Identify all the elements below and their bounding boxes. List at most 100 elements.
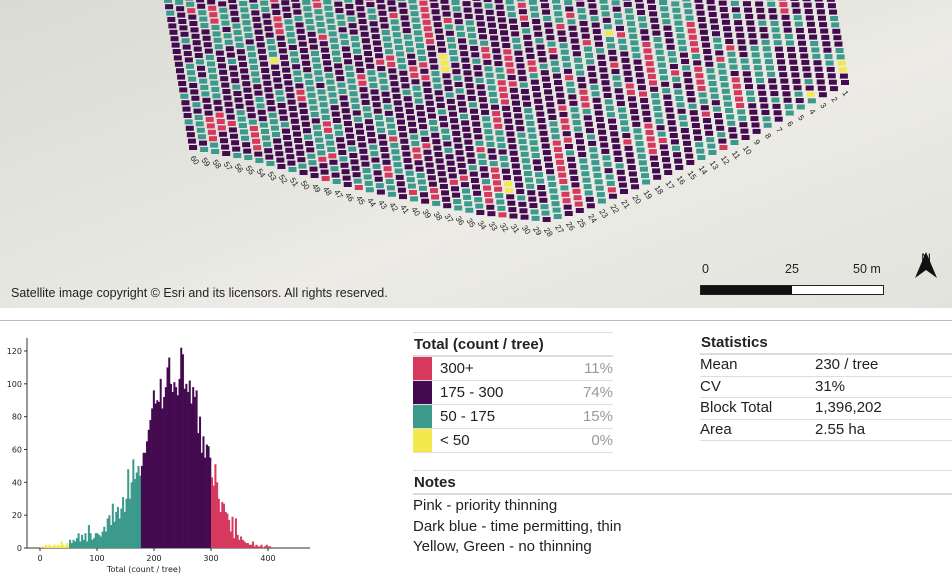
histogram-bar [72, 539, 75, 548]
tree-cell [451, 124, 460, 130]
tree-cell [537, 51, 546, 56]
tree-cell [331, 50, 340, 56]
tree-cell [687, 28, 696, 34]
tree-cell [434, 90, 443, 96]
tree-cell [564, 0, 573, 6]
tree-cell [622, 0, 631, 1]
tree-cell [681, 134, 690, 140]
tree-cell [443, 79, 452, 85]
tree-cell [205, 55, 214, 60]
tree-cell [499, 155, 508, 161]
tree-cell [582, 40, 591, 46]
tree-cell [585, 196, 594, 202]
tree-cell [733, 13, 742, 19]
tree-cell [684, 9, 693, 15]
tree-cell [314, 70, 323, 76]
tree-cell [708, 81, 717, 86]
tree-cell [175, 0, 184, 5]
row-label: 20 [630, 193, 643, 206]
tree-cell [420, 68, 429, 74]
tree-cell [708, 150, 717, 155]
notes-panel: Notes Pink - priority thinning Dark blue… [413, 470, 952, 557]
tree-cell [521, 158, 530, 164]
tree-cell [556, 92, 565, 98]
tree-cell [758, 20, 767, 26]
tree-cell [248, 58, 257, 64]
tree-cell [841, 80, 849, 85]
tree-cell [237, 116, 246, 122]
tree-cell [231, 140, 240, 146]
satellite-map[interactable]: 1 2 3 4 5 6 7 8 9 10 11 12 13 14 15 16 17 18 19 20 21 22 23 24 2… [0, 0, 952, 308]
tree-cell [252, 138, 261, 144]
tree-cell [704, 124, 713, 130]
tree-cell [327, 147, 336, 152]
tree-cell [355, 61, 364, 67]
tree-cell [545, 95, 554, 101]
tree-cell [366, 2, 375, 8]
tree-cell [620, 51, 629, 57]
tree-cell [684, 78, 693, 84]
tree-cell [741, 64, 750, 70]
tree-cell [533, 165, 542, 171]
tree-cell [494, 123, 503, 129]
tree-cell [368, 14, 377, 20]
row-label: 23 [597, 207, 610, 220]
row-label: 22 [608, 203, 621, 216]
tree-cell [312, 0, 321, 2]
tree-cell [218, 131, 227, 137]
tree-cell [230, 71, 239, 77]
tree-cell [770, 20, 779, 26]
tree-cell [383, 104, 392, 110]
tree-cell [581, 33, 590, 39]
tree-cell [295, 83, 304, 89]
tree-cell [274, 22, 283, 28]
tree-cell [569, 100, 578, 106]
tree-cell [486, 16, 495, 22]
tree-cell [190, 89, 199, 95]
tree-cell [355, 0, 364, 5]
tree-cell [220, 138, 229, 144]
tree-cell [336, 76, 345, 82]
histogram-bar [58, 546, 61, 548]
tree-cell [748, 33, 757, 39]
tree-cell [613, 81, 622, 87]
tree-cell [599, 136, 608, 142]
tree-cell [276, 157, 285, 163]
tree-cell [566, 150, 575, 156]
tree-cell [238, 123, 247, 128]
tree-cell [706, 68, 715, 74]
tree-cell [785, 40, 794, 46]
tree-cell [698, 23, 707, 29]
tree-cell [805, 15, 814, 21]
histogram-bar [216, 482, 219, 548]
tree-cell [576, 70, 585, 76]
tree-cell [727, 51, 736, 57]
tree-cell [190, 27, 199, 33]
tree-cell [495, 193, 504, 199]
tree-row [671, 1, 706, 160]
tree-cell [589, 9, 598, 15]
tree-cell [585, 52, 594, 58]
tree-cell [208, 67, 217, 73]
tree-cell [703, 49, 712, 54]
notes-title: Notes [413, 470, 952, 495]
histogram-bar [94, 533, 97, 548]
row-label: 54 [255, 167, 268, 180]
tree-cell [540, 137, 549, 143]
tree-row [682, 0, 717, 155]
tree-cell [372, 102, 381, 108]
tree-cell [208, 136, 217, 142]
tree-cell [725, 108, 734, 113]
histogram-bar [231, 516, 234, 548]
tree-cell [448, 43, 457, 49]
tree-cell [495, 67, 504, 73]
tree-cell [604, 99, 613, 105]
tree-cell [707, 5, 716, 11]
tree-cell [383, 42, 392, 48]
row-label: 25 [575, 217, 588, 230]
tree-row [175, 0, 209, 152]
tree-cell [584, 121, 593, 127]
tree-cell [740, 128, 749, 134]
tree-cell [529, 73, 538, 79]
tree-cell [563, 204, 572, 210]
